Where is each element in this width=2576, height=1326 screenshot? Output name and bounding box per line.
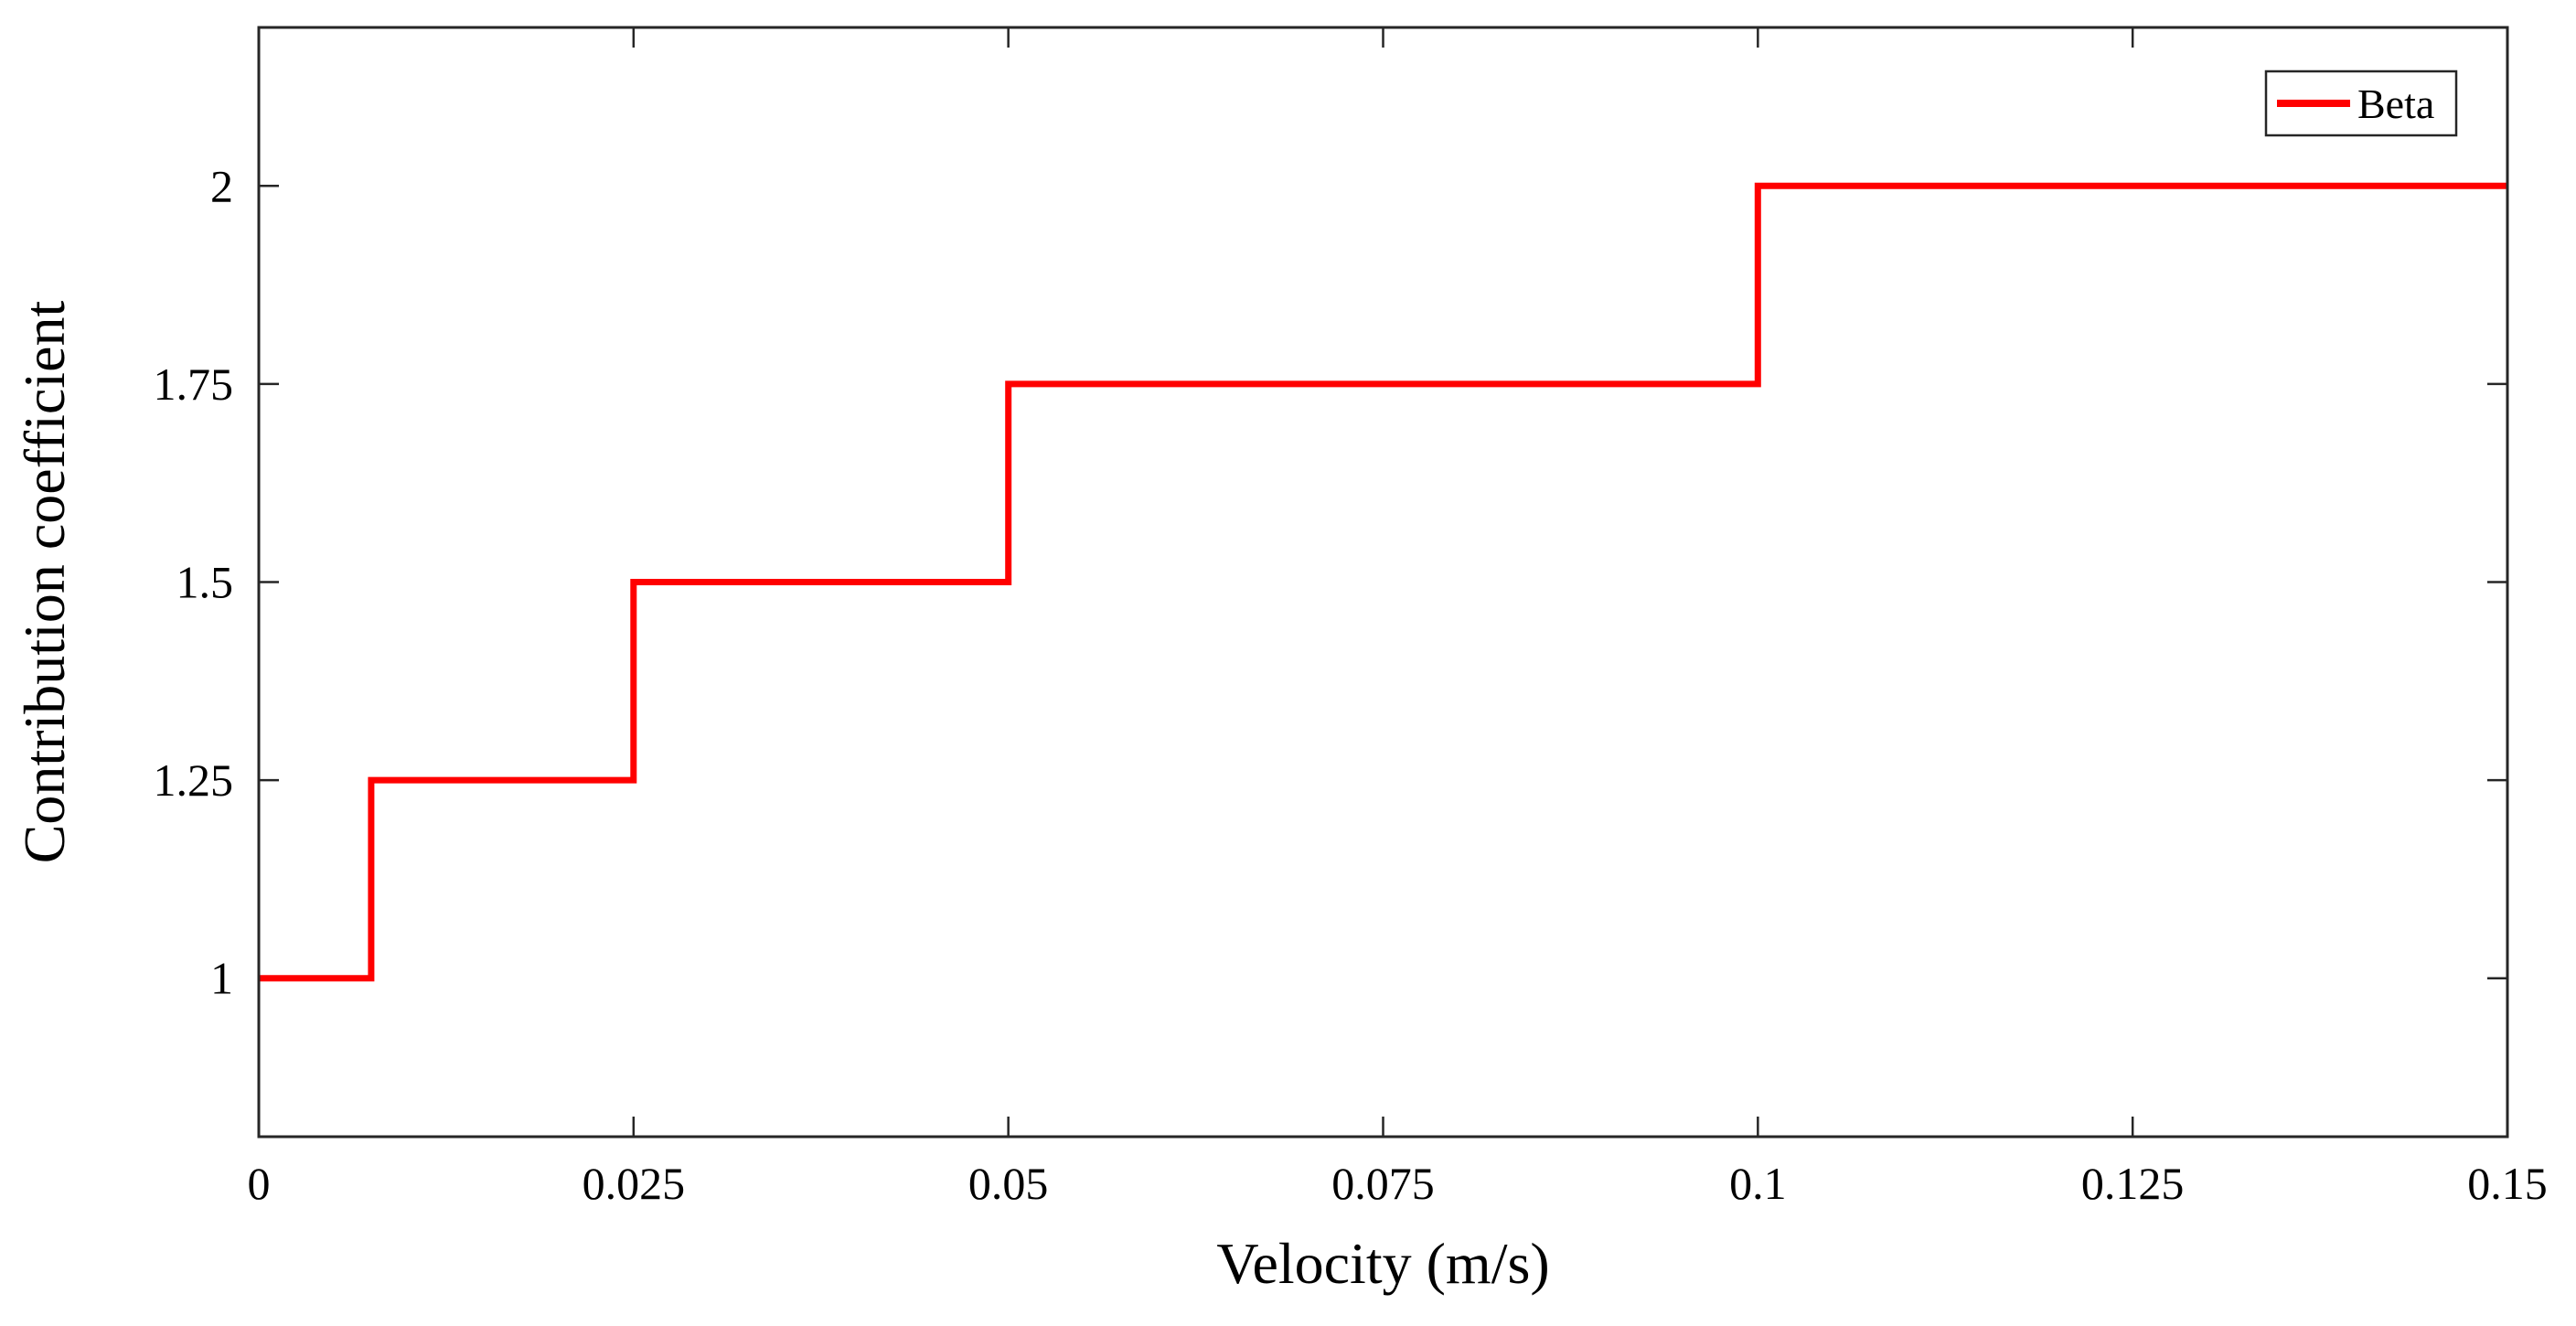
x-axis-title: Velocity (m/s) <box>1216 1231 1549 1296</box>
x-tick-label: 0.125 <box>2081 1158 2185 1209</box>
y-axis-title: Contribution coefficient <box>12 301 77 864</box>
legend-label-beta: Beta <box>2357 80 2434 127</box>
y-tick-label: 1.25 <box>154 754 234 806</box>
y-tick-label: 2 <box>210 160 233 211</box>
y-tick-label: 1.5 <box>176 557 234 608</box>
x-tick-label: 0.05 <box>968 1158 1049 1209</box>
series-line-beta <box>259 182 2507 982</box>
series-layer <box>259 182 2507 982</box>
legend[interactable]: Beta <box>2264 70 2458 137</box>
x-tick-label: 0.075 <box>1331 1158 1435 1209</box>
x-axis-ticks: 0 0.025 0.05 0.075 0.1 0.125 0.15 <box>248 27 2548 1209</box>
y-tick-label: 1.75 <box>154 358 234 410</box>
y-axis-ticks: 1 1.25 1.5 1.75 2 <box>154 160 2507 1004</box>
x-tick-label: 0 <box>248 1158 271 1209</box>
y-tick-label: 1 <box>210 953 233 1004</box>
x-tick-label: 0.1 <box>1729 1158 1787 1209</box>
x-tick-label: 0.15 <box>2467 1158 2548 1209</box>
plot-area-frame <box>257 26 2509 1139</box>
x-tick-label: 0.025 <box>583 1158 686 1209</box>
